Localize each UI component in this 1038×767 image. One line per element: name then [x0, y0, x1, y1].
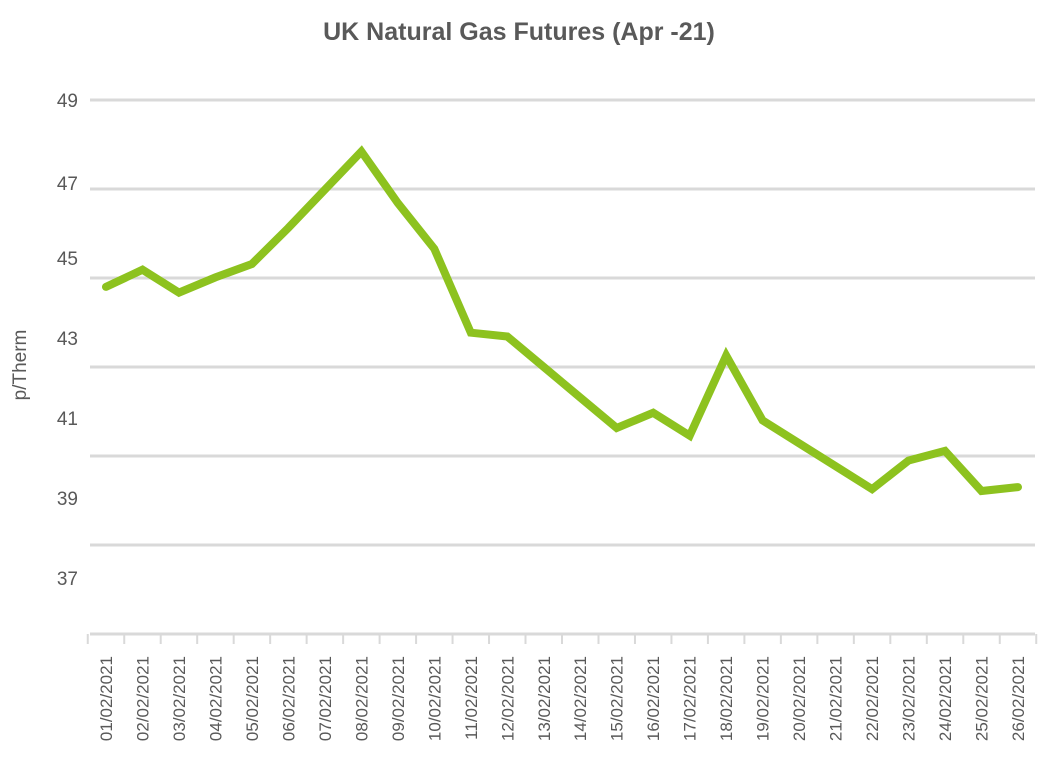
x-tick-label: 08/02/2021 — [352, 656, 371, 741]
data-point — [613, 425, 620, 432]
data-point — [577, 394, 584, 401]
y-tick-label: 41 — [57, 409, 78, 430]
x-tick-label: 07/02/2021 — [316, 656, 335, 741]
x-tick-label: 02/02/2021 — [133, 656, 152, 741]
y-tick-label: 43 — [57, 329, 78, 350]
data-point — [650, 409, 657, 416]
x-tick-labels: 01/02/2021 02/02/2021 03/02/2021 04/02/2021… — [97, 656, 1028, 741]
data-point — [321, 186, 328, 193]
data-point — [139, 266, 146, 273]
data-point — [504, 333, 511, 340]
data-point — [285, 224, 292, 231]
y-axis-label: p/Therm — [10, 330, 31, 401]
x-tick-label: 18/02/2021 — [717, 656, 736, 741]
series-line-path — [102, 145, 1022, 496]
data-point — [759, 417, 766, 424]
x-tick-label: 16/02/2021 — [644, 656, 663, 741]
x-tick-label: 26/02/2021 — [1009, 656, 1028, 741]
data-point — [905, 457, 912, 464]
data-point — [431, 245, 438, 252]
x-axis — [86, 632, 1038, 644]
x-tick-label: 21/02/2021 — [827, 656, 846, 741]
x-tick-label: 15/02/2021 — [608, 656, 627, 741]
x-tick-label: 25/02/2021 — [973, 656, 992, 741]
x-tick-label: 11/02/2021 — [462, 656, 481, 740]
data-point — [832, 463, 839, 470]
x-tick-label: 19/02/2021 — [754, 656, 773, 741]
x-tick-label: 09/02/2021 — [389, 656, 408, 741]
x-tick-label: 01/02/2021 — [97, 656, 116, 741]
data-point — [723, 352, 730, 359]
x-tick-label: 13/02/2021 — [535, 656, 554, 741]
x-tick-label: 06/02/2021 — [279, 656, 298, 741]
data-point — [796, 440, 803, 447]
data-point — [1015, 484, 1021, 491]
gridlines — [90, 98, 1035, 547]
data-point — [212, 274, 219, 281]
data-point — [869, 486, 876, 493]
data-point — [358, 148, 365, 155]
x-tick-label: 12/02/2021 — [498, 656, 517, 741]
data-point — [540, 364, 547, 370]
data-point — [248, 261, 255, 268]
y-tick-label: 45 — [57, 249, 78, 270]
x-tick-label: 14/02/2021 — [571, 656, 590, 741]
x-tick-label: 20/02/2021 — [790, 656, 809, 741]
chart-title: UK Natural Gas Futures (Apr -21) — [323, 18, 715, 46]
data-point — [103, 283, 109, 290]
x-tick-label: 17/02/2021 — [681, 656, 700, 741]
data-point — [175, 289, 182, 296]
y-tick-label: 39 — [57, 489, 78, 510]
y-tick-label: 37 — [57, 569, 78, 590]
y-tick-label: 47 — [57, 174, 78, 195]
data-point — [978, 487, 985, 494]
y-tick-label: 49 — [57, 91, 78, 112]
data-point — [394, 199, 401, 206]
data-point — [686, 432, 693, 439]
data-point — [942, 447, 949, 454]
x-tick-label: 23/02/2021 — [900, 656, 919, 741]
x-tick-label: 04/02/2021 — [206, 656, 225, 741]
x-tick-label: 10/02/2021 — [425, 656, 444, 741]
series-line — [102, 145, 1022, 496]
x-tick-label: 05/02/2021 — [243, 656, 262, 741]
data-point — [467, 329, 474, 336]
x-tick-label: 24/02/2021 — [936, 656, 955, 741]
x-tick-label: 03/02/2021 — [170, 656, 189, 741]
x-tick-label: 22/02/2021 — [863, 656, 882, 741]
y-tick-labels: 49 47 45 43 41 39 37 — [57, 91, 78, 590]
